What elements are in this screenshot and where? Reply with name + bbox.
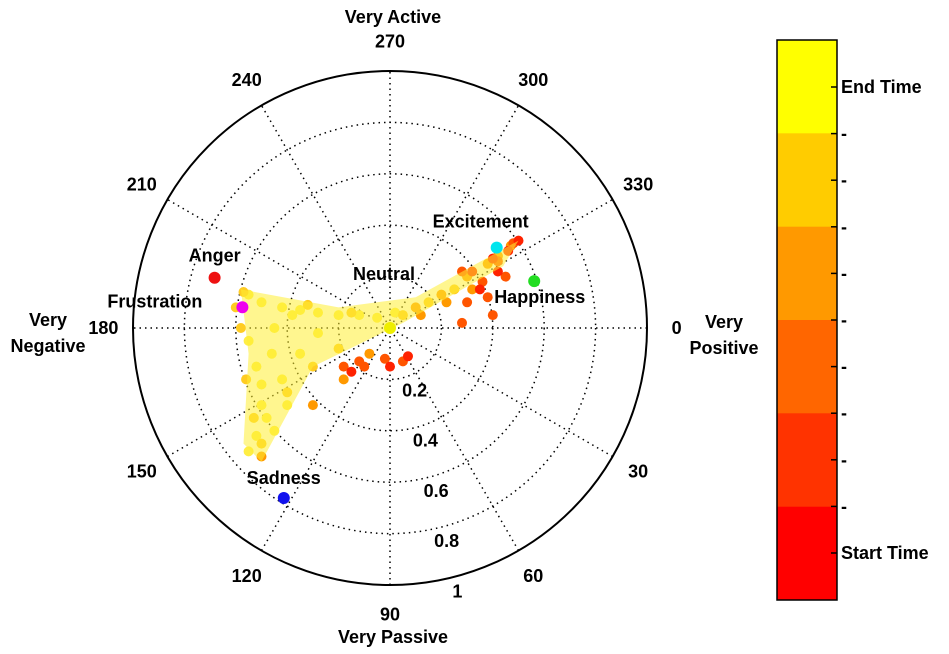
colorbar-tick-label: - [841,124,847,144]
colorbar-segment [777,506,837,601]
angle-tick-300: 300 [518,70,548,90]
radial-tick-0.6: 0.6 [424,481,449,501]
colorbar-tick-label: - [841,403,847,423]
angle-tick-labels: 0 30 60 90 120 150 180 210 240 270 300 330 [88,31,681,624]
axis-label-left-line2: Negative [10,336,85,356]
angle-tick-210: 210 [127,175,157,195]
emotion-point-frustration [236,301,249,314]
trajectory-point [474,284,485,295]
angle-tick-60: 60 [523,566,543,586]
radial-grid-circle [337,275,443,381]
trajectory-point [457,317,467,328]
colorbar-tick-label: - [841,357,847,377]
emotion-point-excitement [490,241,503,254]
outer-circle [132,70,648,586]
trajectory-point [338,374,349,385]
colorbar-segment [777,40,837,134]
colorbar-ticks: End Time - - - - - - - - - Start Time [831,77,929,563]
angle-tick-120: 120 [232,566,262,586]
angle-tick-30: 30 [628,461,648,481]
trajectory-point [482,292,493,303]
trajectory-point [307,400,318,411]
radial-tick-0.2: 0.2 [402,380,427,400]
axis-label-right-line1: Very [705,312,743,332]
colorbar-tick-label: End Time [841,77,922,97]
trajectory-point [462,297,473,308]
trajectory-point [441,297,452,308]
trajectory-point [364,348,375,359]
axis-label-top: Very Active [345,7,441,27]
trajectory-points [230,235,524,462]
colorbar-segment [777,320,837,414]
angle-tick-270: 270 [375,31,405,51]
trajectory-point [487,310,498,321]
angle-tick-180: 180 [88,318,118,338]
trajectory-point [467,284,478,295]
emotion-label-neutral: Neutral [353,264,415,284]
emotion-point-happiness [528,275,541,288]
colorbar-segment [777,133,837,228]
radial-tick-1: 1 [452,581,462,601]
trajectory-density [240,240,519,462]
colorbar-segment [777,226,837,321]
radial-tick-0.8: 0.8 [434,531,459,551]
colorbar-segment [777,413,837,508]
trajectory-point [346,366,357,377]
trajectory-point [379,353,390,364]
trajectory-point [500,271,511,282]
axis-labels: Very Active Very Passive Very Negative V… [10,7,758,647]
colorbar-tick-label: - [841,310,847,330]
trajectory-point [354,356,365,367]
emotion-point-anger [208,271,221,284]
emotion-point-sadness [277,492,290,504]
polar-grid [132,70,648,586]
colorbar-tick-label: - [841,450,847,470]
axis-label-right-line2: Positive [689,338,758,358]
colorbar-tick-label: - [841,170,847,190]
colorbar-tick-label: - [841,263,847,283]
radial-tick-0.4: 0.4 [413,431,438,451]
colorbar [776,39,838,601]
emotion-label-happiness: Happiness [494,287,585,307]
emotion-label-frustration: Frustration [107,291,202,311]
emotion-label-excitement: Excitement [433,212,529,232]
colorbar-tick-label: Start Time [841,543,929,563]
angle-tick-240: 240 [232,70,262,90]
radial-tick-labels: 0.2 0.4 0.6 0.8 1 [402,380,462,601]
angle-tick-90: 90 [380,605,400,625]
axis-label-bottom: Very Passive [338,627,448,647]
angle-tick-150: 150 [127,461,157,481]
radial-grid-circle [235,173,545,483]
trajectory-point [385,361,395,372]
trajectory-point [235,323,246,333]
emotion-label-sadness: Sadness [247,468,321,488]
colorbar-tick-label: - [841,496,847,516]
emotion-point-neutral [384,322,396,334]
axis-label-left-line1: Very [29,310,67,330]
colorbar-tick-label: - [841,217,847,237]
emotion-label-anger: Anger [189,246,241,266]
angle-tick-330: 330 [623,175,653,195]
emotion-reference-points: Excitement Happiness Anger Frustration Sadne… [107,212,585,504]
trajectory-point [338,361,349,372]
angle-tick-0: 0 [672,318,682,338]
trajectory-point [403,351,413,362]
